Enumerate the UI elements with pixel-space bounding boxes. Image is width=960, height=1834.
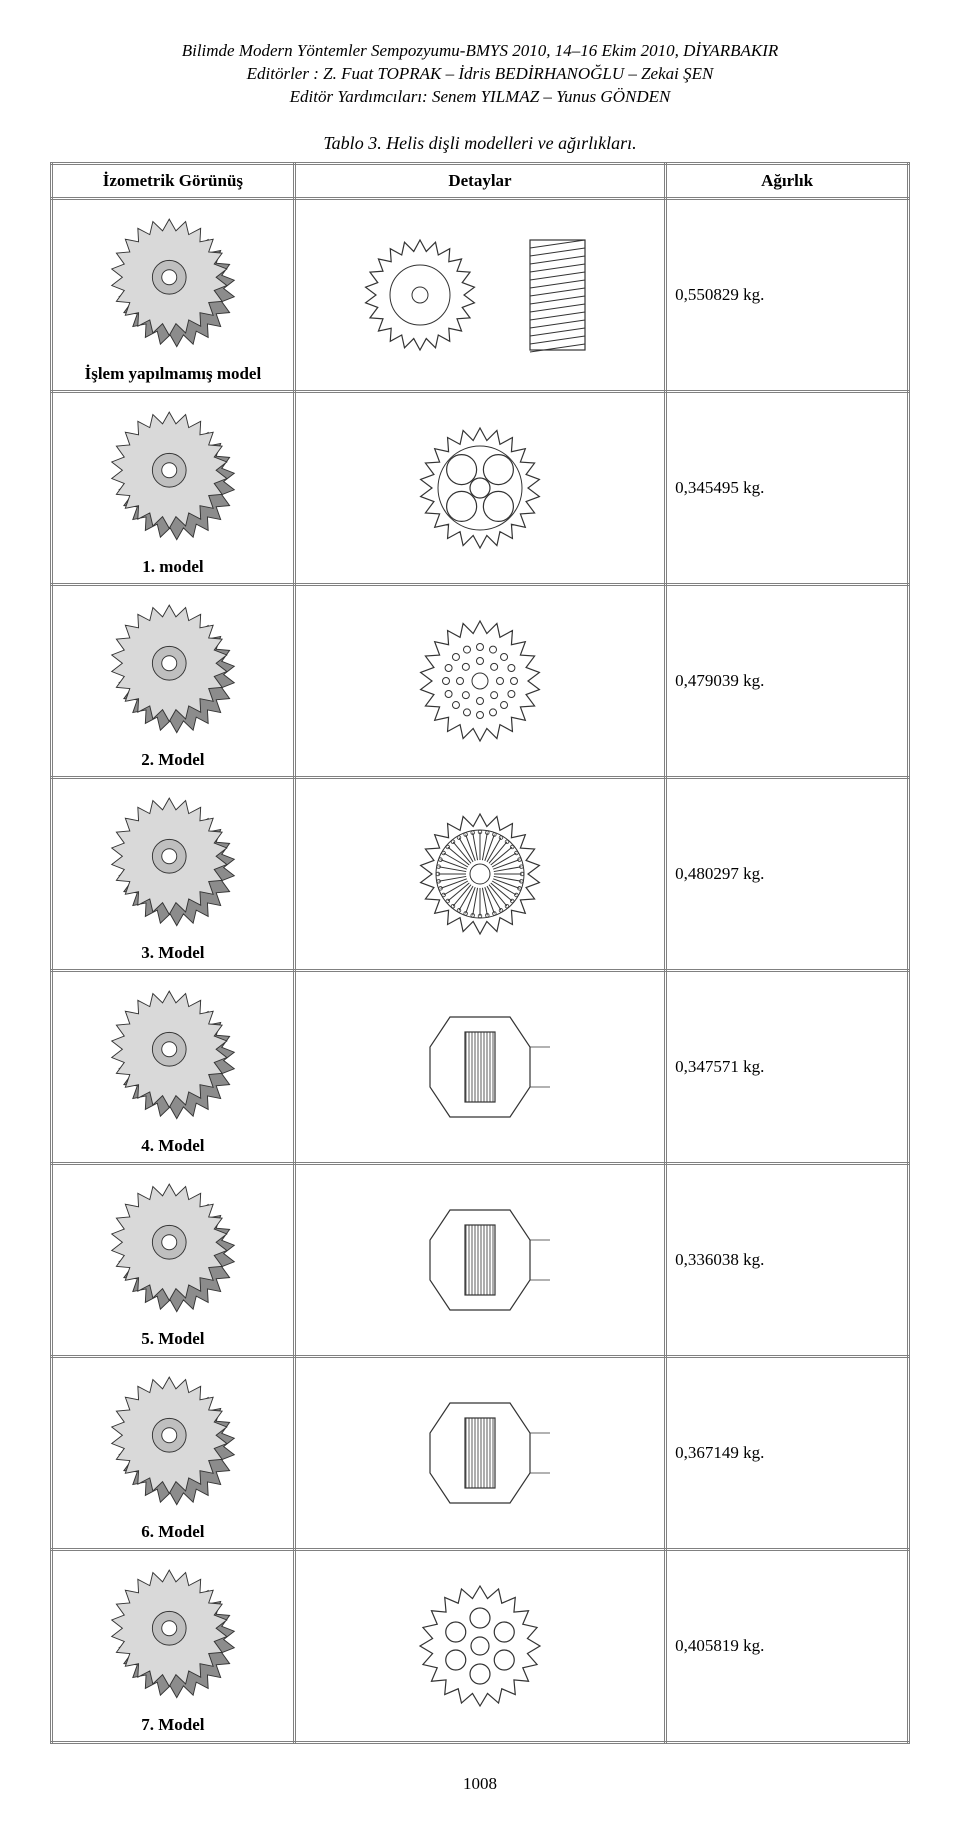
model-label: 2. Model — [141, 750, 204, 770]
cell-weight: 0,405819 kg. — [666, 1549, 909, 1742]
model-label: 1. model — [142, 557, 203, 577]
col-header-iso: İzometrik Görünüş — [52, 163, 295, 198]
cell-weight: 0,367149 kg. — [666, 1356, 909, 1549]
model-label: İşlem yapılmamış model — [85, 364, 262, 384]
gear-iso-icon — [98, 978, 248, 1128]
table-row: 7. Model 0,405819 kg. — [52, 1549, 909, 1742]
table-row: 2. Model 0,479039 kg. — [52, 584, 909, 777]
gear-table: İzometrik Görünüş Detaylar Ağırlık İşlem… — [50, 162, 910, 1744]
model-label: 6. Model — [141, 1522, 204, 1542]
table-row: İşlem yapılmamış model 0,550829 kg. — [52, 198, 909, 391]
table-row: 4. Model 0,347571 kg. — [52, 970, 909, 1163]
cell-detail — [294, 1356, 665, 1549]
gear-detail-icon — [380, 1576, 580, 1716]
table-row: 3. Model 0,480297 kg. — [52, 777, 909, 970]
cell-iso: 5. Model — [52, 1163, 295, 1356]
gear-detail-icon — [380, 1190, 580, 1330]
cell-detail — [294, 391, 665, 584]
gear-detail-icon — [380, 418, 580, 558]
gear-iso-icon — [98, 1171, 248, 1321]
cell-iso: 7. Model — [52, 1549, 295, 1742]
cell-weight: 0,336038 kg. — [666, 1163, 909, 1356]
cell-detail — [294, 777, 665, 970]
gear-iso-icon — [98, 785, 248, 935]
cell-iso: 4. Model — [52, 970, 295, 1163]
cell-detail — [294, 1163, 665, 1356]
cell-weight: 0,479039 kg. — [666, 584, 909, 777]
cell-detail — [294, 584, 665, 777]
table-row: 6. Model 0,367149 kg. — [52, 1356, 909, 1549]
gear-detail-icon — [380, 804, 580, 944]
table-caption: Tablo 3. Helis dişli modelleri ve ağırlı… — [50, 133, 910, 154]
gear-detail-icon — [380, 997, 580, 1137]
cell-weight: 0,345495 kg. — [666, 391, 909, 584]
cell-weight: 0,480297 kg. — [666, 777, 909, 970]
cell-iso: 2. Model — [52, 584, 295, 777]
cell-detail — [294, 970, 665, 1163]
cell-iso: 6. Model — [52, 1356, 295, 1549]
table-row: 5. Model 0,336038 kg. — [52, 1163, 909, 1356]
header-line-2: Editörler : Z. Fuat TOPRAK – İdris BEDİR… — [50, 63, 910, 86]
gear-iso-icon — [98, 206, 248, 356]
col-header-det: Detaylar — [294, 163, 665, 198]
gear-iso-icon — [98, 1364, 248, 1514]
cell-iso: İşlem yapılmamış model — [52, 198, 295, 391]
model-label: 5. Model — [141, 1329, 204, 1349]
gear-detail-icon — [330, 225, 630, 365]
cell-detail — [294, 198, 665, 391]
table-row: 1. model 0,345495 kg. — [52, 391, 909, 584]
cell-detail — [294, 1549, 665, 1742]
cell-weight: 0,347571 kg. — [666, 970, 909, 1163]
header-line-3: Editör Yardımcıları: Senem YILMAZ – Yunu… — [50, 86, 910, 109]
header-line-1: Bilimde Modern Yöntemler Sempozyumu-BMYS… — [50, 40, 910, 63]
gear-detail-icon — [380, 611, 580, 751]
col-header-wt: Ağırlık — [666, 163, 909, 198]
page-header: Bilimde Modern Yöntemler Sempozyumu-BMYS… — [50, 40, 910, 109]
page-number: 1008 — [50, 1774, 910, 1794]
model-label: 3. Model — [141, 943, 204, 963]
gear-iso-icon — [98, 592, 248, 742]
gear-detail-icon — [380, 1383, 580, 1523]
cell-weight: 0,550829 kg. — [666, 198, 909, 391]
model-label: 4. Model — [141, 1136, 204, 1156]
gear-iso-icon — [98, 1557, 248, 1707]
gear-iso-icon — [98, 399, 248, 549]
cell-iso: 1. model — [52, 391, 295, 584]
model-label: 7. Model — [141, 1715, 204, 1735]
cell-iso: 3. Model — [52, 777, 295, 970]
